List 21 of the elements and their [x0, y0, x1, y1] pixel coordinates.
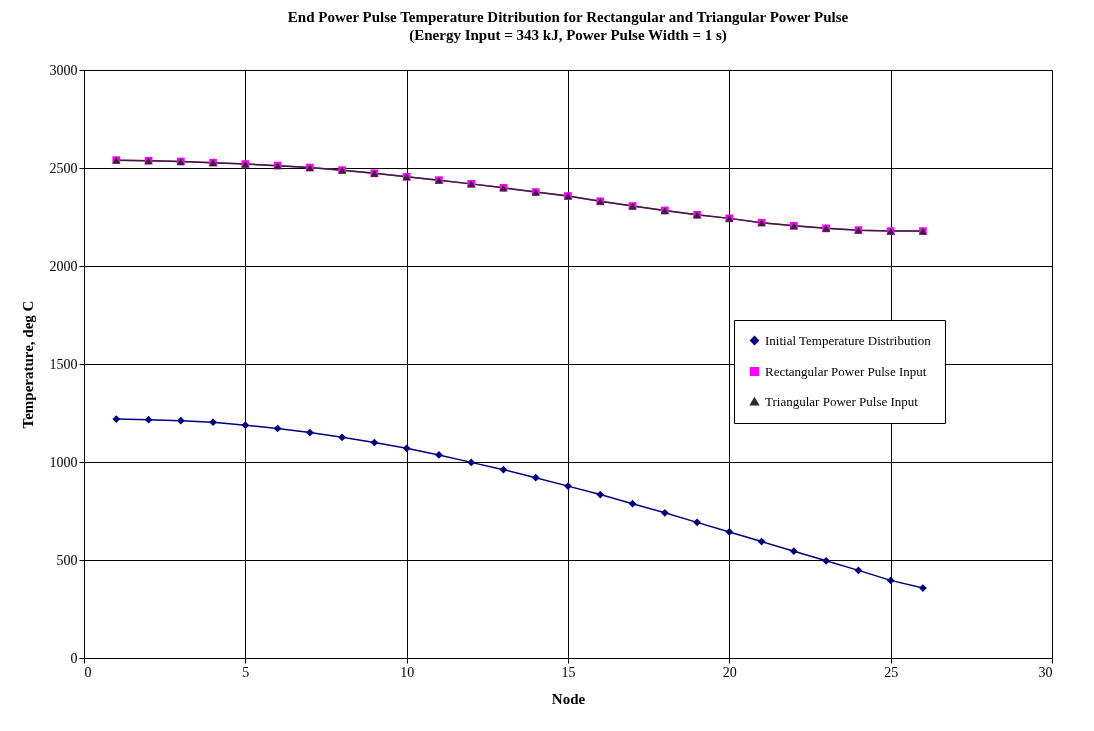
y-tick-label: 0	[70, 650, 78, 666]
legend-label: Rectangular Power Pulse Input	[765, 363, 927, 379]
x-tick-label: 30	[1038, 664, 1053, 680]
y-tick-label: 1000	[49, 454, 78, 470]
x-tick-label: 0	[84, 664, 92, 680]
x-tick-label: 25	[884, 664, 899, 680]
x-axis-title: Node	[551, 690, 586, 707]
x-tick-label: 5	[242, 664, 250, 680]
chart-subtitle: (Energy Input = 343 kJ, Power Pulse Width = 1 s)	[409, 27, 727, 44]
y-tick-label: 2000	[49, 258, 78, 274]
chart-title: End Power Pulse Temperature Ditribution for Rectangular and Triangular Power Pulse	[287, 9, 849, 25]
x-tick-label: 20	[722, 664, 737, 680]
legend-label: Triangular Power Pulse Input	[765, 393, 919, 409]
y-tick-label: 500	[56, 552, 78, 568]
y-tick-label: 2500	[49, 160, 78, 176]
x-tick-label: 10	[400, 664, 415, 680]
legend-label: Initial Temperature Distribution	[765, 332, 932, 348]
y-tick-label: 3000	[49, 62, 78, 78]
y-tick-label: 1500	[49, 356, 78, 372]
y-axis-title: Temperature, deg C	[19, 300, 36, 429]
x-tick-label: 15	[561, 664, 576, 680]
